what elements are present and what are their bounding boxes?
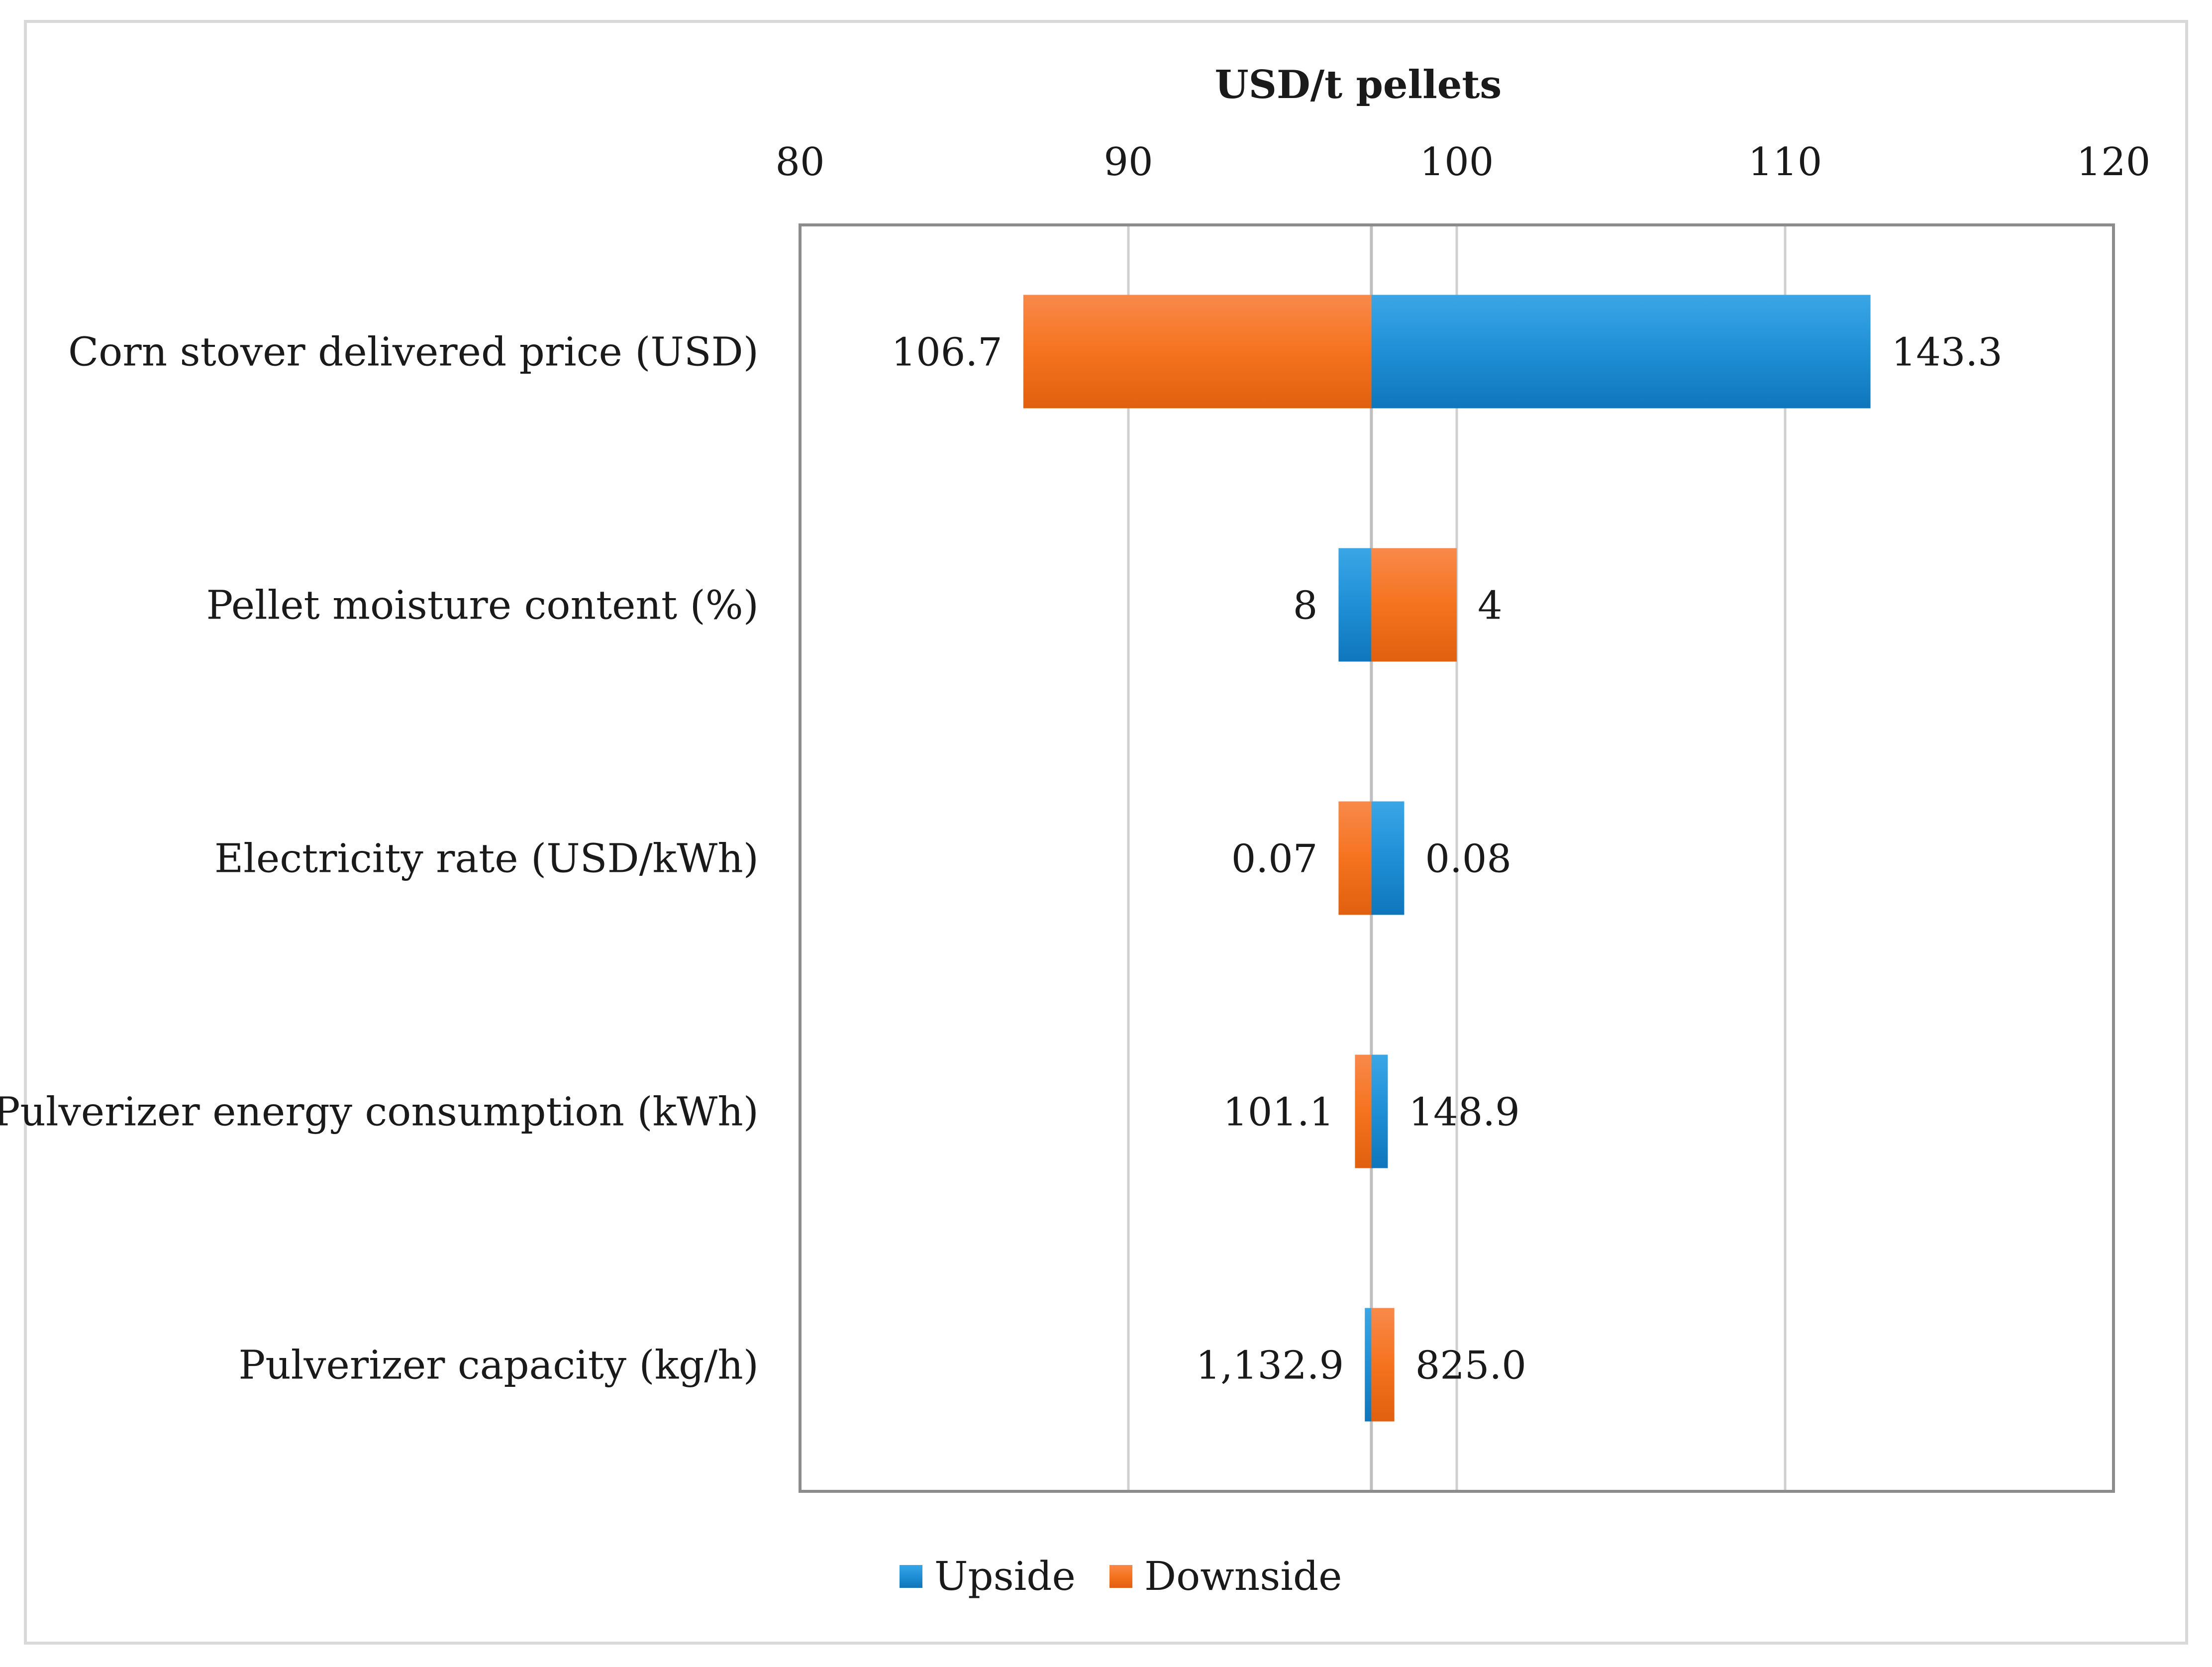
data-label: 101.1 <box>1223 1090 1334 1135</box>
upside-bar <box>1371 801 1405 915</box>
upside-bar <box>1365 1308 1372 1422</box>
downside-bar <box>1023 295 1372 409</box>
category-label: Pulverizer energy consumption (kWh) <box>0 1089 759 1135</box>
data-labels: 106.7 143.3 8 4 0.07 0.08 101.1 148.9 1,132.9 825… <box>891 330 2002 1388</box>
chart-title: USD/t pellets <box>1215 62 1502 107</box>
bars <box>1023 295 1871 1422</box>
downside-bar <box>1355 1054 1372 1168</box>
legend-downside-label: Downside <box>1144 1553 1342 1599</box>
downside-bar <box>1371 548 1457 662</box>
category-label: Corn stover delivered price (USD) <box>68 329 759 375</box>
x-tick-label: 120 <box>2077 140 2151 185</box>
data-label: 143.3 <box>1892 330 2003 375</box>
data-label: 1,132.9 <box>1196 1344 1344 1388</box>
data-label: 148.9 <box>1408 1090 1519 1135</box>
data-label: 8 <box>1293 584 1318 628</box>
data-label: 4 <box>1478 584 1503 628</box>
x-tick-label: 100 <box>1420 140 1494 185</box>
data-label: 0.07 <box>1231 837 1318 882</box>
legend-upside-label: Upside <box>934 1553 1076 1599</box>
legend-upside-swatch <box>900 1565 922 1588</box>
category-label: Pulverizer capacity (kg/h) <box>238 1342 759 1388</box>
legend-downside-swatch <box>1109 1565 1132 1588</box>
category-label: Electricity rate (USD/kWh) <box>214 835 759 882</box>
plot-area-border <box>799 223 2115 1493</box>
x-tick-label: 90 <box>1104 140 1153 185</box>
chart-frame <box>24 20 2188 1645</box>
upside-bar <box>1371 1054 1388 1168</box>
x-tick-label: 110 <box>1748 140 1822 185</box>
upside-bar <box>1371 295 1871 409</box>
category-label: Pellet moisture content (%) <box>206 582 759 628</box>
category-labels: Corn stover delivered price (USD) Pellet … <box>0 329 759 1388</box>
x-tick-labels: 80 90 100 110 120 <box>775 140 2150 185</box>
data-label: 825.0 <box>1415 1344 1526 1388</box>
data-label: 0.08 <box>1425 837 1511 882</box>
legend: Upside Downside <box>900 1553 1342 1599</box>
x-tick-label: 80 <box>775 140 824 185</box>
data-label: 106.7 <box>891 330 1002 375</box>
downside-bar <box>1338 801 1372 915</box>
downside-bar <box>1371 1308 1395 1422</box>
upside-bar <box>1338 548 1372 662</box>
